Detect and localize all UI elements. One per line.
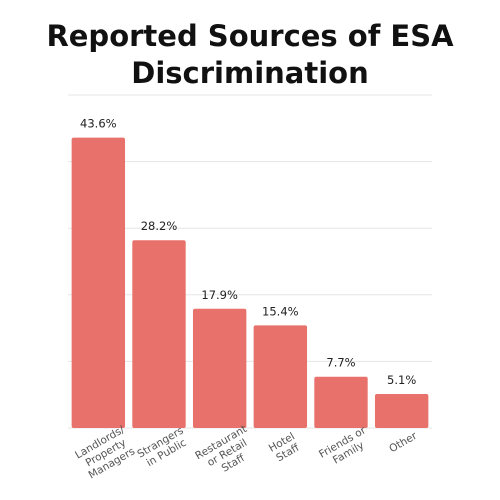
chart-title-line-1: Reported Sources of ESA bbox=[46, 19, 454, 53]
gridlines bbox=[68, 94, 432, 429]
chart-title-line-2: Discrimination bbox=[131, 56, 369, 90]
bar bbox=[374, 394, 429, 428]
x-tick-label: Other bbox=[387, 430, 419, 456]
x-tick-label-line: Other bbox=[387, 430, 419, 456]
data-label: 43.6% bbox=[80, 117, 117, 131]
data-label: 28.2% bbox=[141, 219, 178, 233]
data-label: 5.1% bbox=[387, 373, 416, 387]
bar bbox=[253, 325, 308, 428]
chart-title: Reported Sources of ESA Discrimination bbox=[0, 18, 500, 92]
data-label: 15.4% bbox=[262, 304, 299, 318]
data-label: 7.7% bbox=[326, 356, 355, 370]
bar bbox=[71, 137, 126, 428]
bar bbox=[132, 240, 186, 428]
bar bbox=[314, 376, 368, 428]
bar bbox=[192, 308, 247, 428]
data-label: 17.9% bbox=[201, 288, 238, 302]
